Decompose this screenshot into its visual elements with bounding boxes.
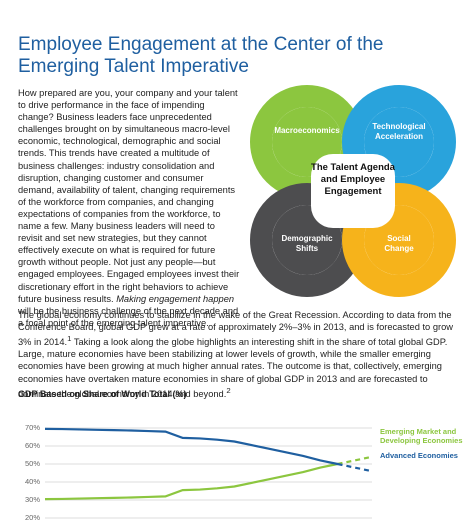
chart: 70% 60% 50% 40% 30% 20% [25, 423, 373, 522]
series-line [44, 427, 373, 473]
legend-label: Emerging Market and Developing Economies [380, 427, 463, 445]
node-label: Technological Acceleration [372, 122, 426, 141]
intro-text: How prepared are you, your company and y… [18, 88, 240, 304]
y-tick-label: 70% [25, 423, 40, 432]
intro: How prepared are you, your company and y… [18, 87, 240, 329]
center-label: The Talent Agenda and Employee Engagemen… [311, 162, 395, 197]
center-box [311, 154, 395, 228]
title: Employee Engagement at the Center of the… [18, 34, 384, 77]
y-tick-label: 50% [25, 459, 40, 468]
series-line [44, 455, 373, 501]
body-text: The global economy continues to stabiliz… [18, 310, 453, 348]
intro-text: will be the business challenge of the ne… [18, 305, 239, 328]
diagram: The Talent Agenda and Employee Engagemen… [250, 85, 456, 297]
y-tick-label: 20% [25, 513, 40, 522]
body: The global economy continues to stabiliz… [18, 309, 468, 400]
footnote-ref: 1 [67, 334, 72, 344]
node-label: Social Change [384, 234, 414, 253]
y-tick-label: 40% [25, 477, 40, 486]
node-label: Macroeconomics [274, 126, 340, 135]
intro-italic: Making engagement happen [116, 293, 235, 304]
body-text: Taking a look along the globe highlights… [18, 337, 448, 399]
y-tick-label: 30% [25, 495, 40, 504]
chart-title: GDP Based on Share of World Total (%) [18, 389, 187, 399]
legend-label: Advanced Economies [380, 451, 458, 460]
footnote-ref: 2 [226, 385, 231, 395]
node-label: Demographic Shifts [281, 234, 333, 253]
ring [342, 183, 456, 297]
y-tick-label: 60% [25, 441, 40, 450]
